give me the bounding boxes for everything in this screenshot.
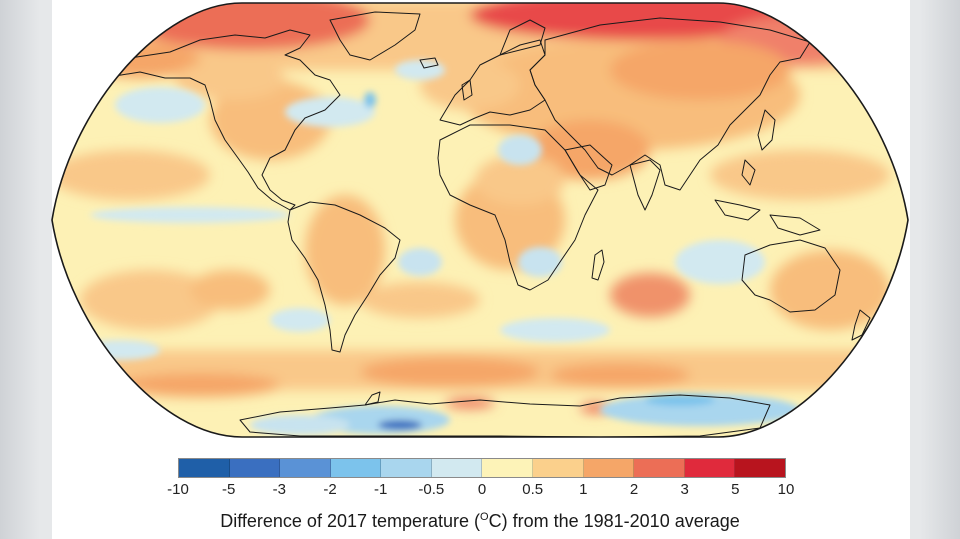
legend-tick-label: 2 — [629, 481, 639, 498]
globe-outline — [51, 2, 909, 438]
caption-text-end: C) from the 1981-2010 average — [488, 511, 740, 531]
caption-degree-mark: O — [480, 511, 489, 523]
map-caption: Difference of 2017 temperature (OC) from… — [0, 511, 960, 532]
legend-bin — [583, 459, 635, 477]
legend-tick-label: 3 — [680, 481, 689, 498]
legend-tick-label: 0.5 — [522, 481, 544, 498]
legend-bin — [684, 459, 736, 477]
legend-bin — [179, 459, 230, 477]
legend-bin — [280, 459, 331, 477]
legend-tick-label: -10 — [167, 481, 189, 498]
world-map — [51, 2, 909, 438]
color-legend — [178, 458, 786, 478]
legend-bin — [431, 459, 483, 477]
legend-tick-label: -0.5 — [418, 481, 445, 498]
cool-regions — [80, 60, 800, 435]
caption-text-start: Difference of 2017 temperature ( — [220, 511, 481, 531]
legend-tick-label: -2 — [323, 481, 337, 498]
legend-tick-label: 5 — [731, 481, 740, 498]
legend-bin — [330, 459, 382, 477]
coastlines — [99, 11, 871, 437]
legend-bin — [735, 459, 785, 477]
legend-tick-label: -3 — [272, 481, 286, 498]
legend-bin — [634, 459, 685, 477]
legend-bin — [381, 459, 432, 477]
legend-tick-label: 1 — [579, 481, 588, 498]
legend-tick-label: 0 — [477, 481, 487, 498]
legend-tick-label: -5 — [222, 481, 236, 498]
legend-bin — [533, 459, 584, 477]
legend-tick-label: -1 — [374, 481, 388, 498]
legend-bin — [482, 459, 534, 477]
legend-bin — [229, 459, 281, 477]
legend-tick-label: 10 — [777, 481, 795, 498]
